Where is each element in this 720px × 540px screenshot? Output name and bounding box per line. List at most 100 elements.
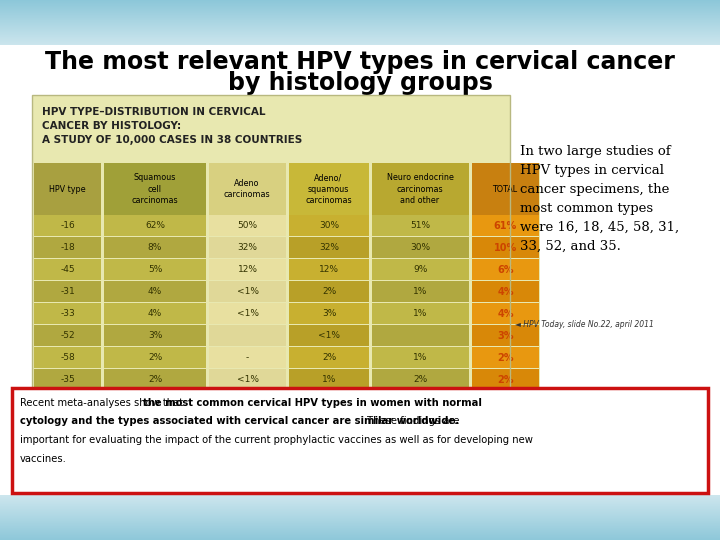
Text: 1%: 1% — [413, 354, 428, 362]
Bar — [472, 281, 539, 302]
Bar — [372, 302, 470, 303]
Bar — [209, 303, 286, 324]
Bar — [34, 303, 101, 324]
Text: 2%: 2% — [413, 375, 428, 384]
Bar — [372, 346, 470, 347]
Bar — [0, 1, 720, 2]
Bar — [101, 325, 102, 346]
Bar — [0, 512, 720, 513]
Text: 2%: 2% — [498, 375, 514, 385]
Bar — [206, 303, 207, 324]
Bar — [289, 325, 369, 346]
Bar — [372, 237, 469, 258]
Text: 10%: 10% — [494, 243, 517, 253]
Bar — [0, 498, 720, 499]
Bar — [286, 163, 287, 215]
Bar — [289, 280, 370, 281]
Bar — [0, 43, 720, 44]
Bar — [0, 19, 720, 20]
Text: Neuro endocrine
carcinomas
and other: Neuro endocrine carcinomas and other — [387, 173, 454, 205]
Bar — [472, 303, 539, 324]
Bar — [209, 346, 287, 347]
Bar — [0, 32, 720, 33]
Bar — [34, 347, 101, 368]
Bar — [206, 369, 207, 390]
Bar — [0, 33, 720, 34]
Bar — [372, 347, 469, 368]
Bar — [0, 38, 720, 39]
Bar — [0, 26, 720, 27]
Bar — [289, 215, 369, 236]
Bar — [472, 258, 540, 259]
Bar — [0, 27, 720, 28]
Bar — [472, 280, 540, 281]
Bar — [209, 368, 287, 369]
Text: In two large studies of
HPV types in cervical
cancer specimens, the
most common : In two large studies of HPV types in cer… — [520, 145, 679, 253]
Bar — [0, 509, 720, 510]
Bar — [289, 236, 370, 237]
Bar — [472, 163, 539, 215]
Bar — [0, 499, 720, 500]
Bar — [104, 281, 206, 302]
Bar — [0, 31, 720, 32]
Bar — [372, 258, 470, 259]
Text: 12%: 12% — [238, 266, 258, 274]
Bar — [539, 259, 540, 280]
Bar — [369, 259, 370, 280]
Text: These findings are: These findings are — [364, 416, 459, 427]
Bar — [209, 258, 287, 259]
Text: the most common cervical HPV types in women with normal: the most common cervical HPV types in wo… — [143, 398, 482, 408]
Text: 30%: 30% — [319, 221, 339, 231]
Bar — [0, 18, 720, 19]
Bar — [289, 258, 370, 259]
Bar — [104, 236, 207, 237]
Bar — [0, 12, 720, 13]
Bar — [289, 302, 370, 303]
Bar — [289, 281, 369, 302]
Bar — [209, 347, 286, 368]
Bar — [286, 325, 287, 346]
Text: important for evaluating the impact of the current prophylactic vaccines as well: important for evaluating the impact of t… — [20, 435, 533, 445]
Bar — [0, 506, 720, 507]
Bar — [34, 325, 101, 346]
Bar — [369, 281, 370, 302]
Bar — [0, 3, 720, 4]
Bar — [289, 368, 370, 369]
Bar — [0, 21, 720, 22]
Bar — [289, 163, 369, 215]
Bar — [0, 9, 720, 10]
Bar — [104, 258, 207, 259]
Text: -31: -31 — [60, 287, 75, 296]
Bar — [0, 530, 720, 531]
Bar — [0, 519, 720, 520]
Bar — [539, 281, 540, 302]
Text: References: de Sanjose S et al. Lancet Oncol. 2010;11(11):1048-56.: References: de Sanjose S et al. Lancet O… — [34, 397, 248, 402]
Text: -33: -33 — [60, 309, 75, 319]
Text: 3%: 3% — [148, 332, 162, 341]
Text: 4%: 4% — [498, 287, 514, 297]
Bar — [104, 280, 207, 281]
Bar — [0, 35, 720, 36]
Bar — [0, 533, 720, 534]
Bar — [209, 237, 286, 258]
Bar — [0, 36, 720, 37]
Bar — [104, 259, 206, 280]
Bar — [0, 15, 720, 16]
Bar — [0, 526, 720, 527]
Bar — [209, 259, 286, 280]
Bar — [372, 369, 469, 390]
Text: 6%: 6% — [498, 265, 514, 275]
Text: TOTAL: TOTAL — [492, 185, 518, 193]
Bar — [101, 215, 102, 236]
Bar — [0, 495, 720, 496]
Bar — [0, 508, 720, 509]
Text: cytology and the types associated with cervical cancer are similar worldwide.: cytology and the types associated with c… — [20, 416, 459, 427]
Bar — [0, 537, 720, 538]
Text: -45: -45 — [60, 266, 75, 274]
Bar — [0, 6, 720, 7]
Bar — [0, 40, 720, 41]
Bar — [104, 325, 206, 346]
Bar — [539, 215, 540, 236]
Bar — [34, 163, 101, 215]
Bar — [34, 390, 102, 391]
